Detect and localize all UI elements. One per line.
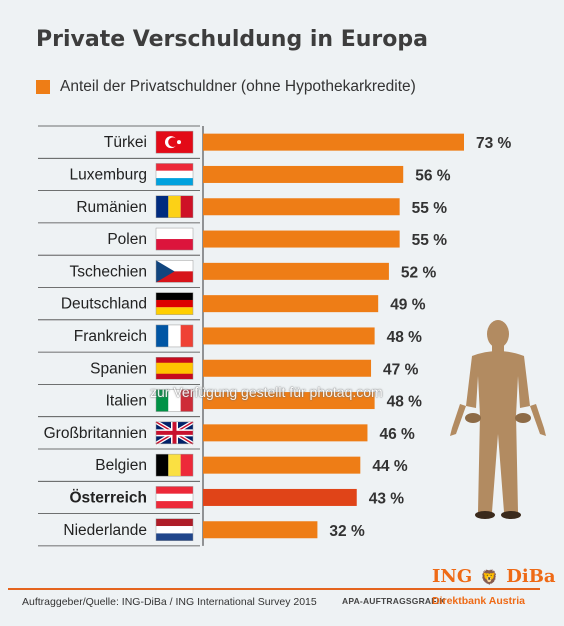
- bar-chart: Türkei 73 % Luxemburg 56 % Rumänien 55 % Polen…: [38, 125, 512, 547]
- flag-france-icon: [155, 324, 194, 348]
- value-label: 52 %: [401, 264, 437, 281]
- flag-luxembourg-icon: [155, 163, 194, 186]
- value-label: 32 %: [329, 523, 365, 540]
- person-empty-pockets-icon: [450, 320, 546, 519]
- flag-poland-icon: [155, 227, 194, 251]
- footer-divider: [8, 588, 540, 590]
- flag-austria-icon: [155, 486, 194, 509]
- value-label: 55 %: [412, 200, 448, 217]
- value-label: 46 %: [379, 426, 415, 443]
- category-label: Tschechien: [69, 263, 147, 280]
- apa-label: APA-AUFTRAGSGRAFIK: [342, 596, 446, 606]
- flag-uk-icon: [154, 420, 195, 446]
- bar: [203, 521, 318, 539]
- flag-belgium-icon: [155, 453, 194, 477]
- bar: [203, 230, 400, 248]
- category-label: Italien: [106, 393, 147, 410]
- bar: [203, 456, 361, 474]
- flag-italy-icon: [155, 389, 194, 412]
- bar: [203, 198, 400, 216]
- category-label: Rumänien: [76, 199, 147, 216]
- bar: [203, 392, 375, 410]
- category-label: Deutschland: [61, 296, 147, 313]
- value-label: 48 %: [387, 394, 423, 411]
- value-label: 49 %: [390, 297, 426, 314]
- category-label: Türkei: [104, 134, 147, 151]
- ing-diba-logo: ING 🦁 DiBa: [432, 566, 556, 587]
- flag-romania-icon: [155, 195, 194, 218]
- category-label: Spanien: [90, 360, 147, 377]
- bar: [203, 359, 372, 377]
- category-label: Polen: [107, 231, 147, 248]
- category-label: Frankreich: [74, 328, 147, 345]
- bar: [203, 165, 404, 183]
- category-label: Österreich: [69, 489, 147, 506]
- value-label: 48 %: [387, 329, 423, 346]
- value-label: 47 %: [383, 361, 419, 378]
- category-label: Belgien: [95, 457, 147, 474]
- value-label: 73 %: [476, 135, 512, 152]
- bar: [203, 327, 375, 345]
- bar: [203, 133, 464, 151]
- flag-spain-icon: [155, 357, 194, 380]
- flag-turkey-icon: [155, 130, 194, 154]
- bar: [203, 488, 357, 506]
- brand-left: ING: [432, 566, 473, 587]
- bar: [203, 262, 389, 280]
- source-text: Auftraggeber/Quelle: ING-DiBa / ING Inte…: [22, 596, 317, 608]
- value-label: 56 %: [415, 167, 451, 184]
- value-label: 55 %: [412, 232, 448, 249]
- category-label: Luxemburg: [69, 166, 147, 183]
- value-label: 43 %: [369, 490, 405, 507]
- legend-swatch: [36, 80, 50, 94]
- flag-netherlands-icon: [155, 518, 194, 541]
- value-label: 44 %: [372, 458, 408, 475]
- legend: Anteil der Privatschuldner (ohne Hypothe…: [36, 78, 416, 96]
- category-label: Niederlande: [63, 522, 147, 539]
- bar: [203, 424, 368, 442]
- lion-icon: 🦁: [480, 570, 498, 586]
- flag-czech-icon: [155, 260, 194, 283]
- bar: [203, 295, 379, 313]
- chart-title: Private Verschuldung in Europa: [36, 27, 428, 52]
- brand-right: DiBa: [506, 566, 556, 587]
- legend-label: Anteil der Privatschuldner (ohne Hypothe…: [60, 78, 416, 95]
- brand-sub: Direktbank Austria: [432, 595, 525, 607]
- category-label: Großbritannien: [44, 425, 147, 442]
- watermark-text: zur Verfügung gestellt für photaq.com: [150, 384, 383, 400]
- flag-germany-icon: [155, 292, 194, 315]
